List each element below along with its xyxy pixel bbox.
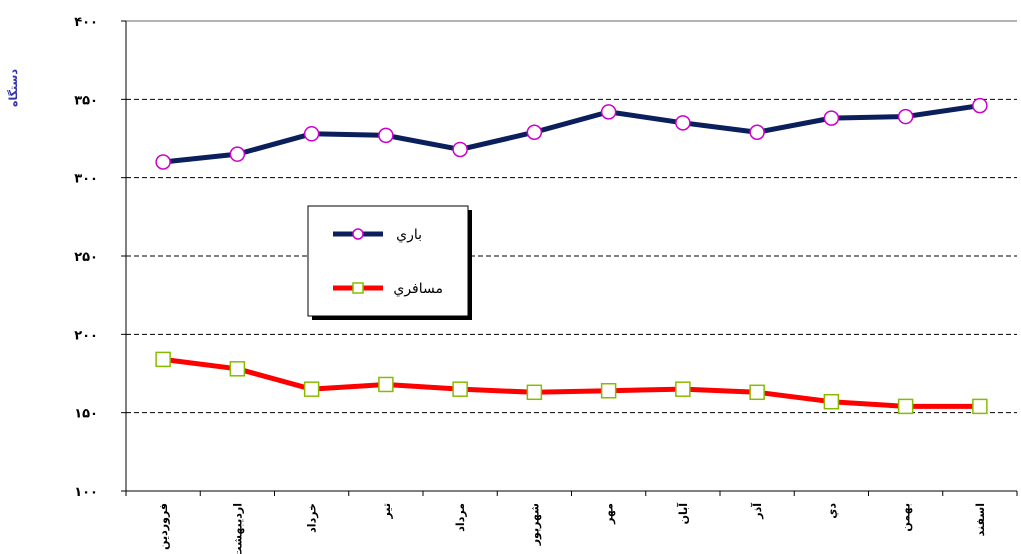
- data-point: [303, 381, 320, 397]
- axes: [121, 20, 1018, 496]
- x-tick-label: مرداد: [454, 503, 467, 532]
- y-tick-label: ۲۰۰: [74, 328, 98, 343]
- x-tick-label: آبان: [676, 503, 690, 525]
- data-point: [897, 108, 914, 125]
- data-point: [600, 382, 617, 399]
- legend-label-bari: باري: [396, 227, 422, 243]
- x-tick-label: ارديبهشت: [231, 503, 244, 554]
- legend-box: [307, 205, 469, 317]
- data-point: [303, 126, 320, 142]
- data-point: [897, 398, 914, 415]
- data-point: [972, 97, 988, 114]
- data-point: [675, 381, 691, 397]
- data-point: [378, 127, 394, 144]
- data-point: [526, 124, 543, 140]
- y-tick-label: ۱۰۰: [74, 485, 98, 500]
- series-line: [162, 356, 980, 409]
- data-point: [972, 398, 988, 415]
- data-point: [823, 393, 840, 410]
- y-tick-label: ۲۵۰: [74, 250, 98, 265]
- data-point: [229, 146, 246, 162]
- data-point: [452, 381, 468, 397]
- legend-label-mosaferi: مسافري: [393, 281, 443, 297]
- legend-marker-mosaferi: [352, 282, 364, 294]
- data-point: [155, 154, 171, 170]
- data-point: [452, 141, 468, 158]
- x-tick-label: مهر: [603, 503, 616, 525]
- data-point: [229, 361, 246, 377]
- grid-lines: [126, 20, 1017, 414]
- x-tick-label: فروردين: [157, 503, 170, 550]
- y-axis-label: دستگاه: [7, 69, 20, 107]
- data-point: [526, 384, 543, 401]
- data-point: [749, 124, 765, 140]
- x-tick-label: اسفند: [974, 503, 987, 536]
- x-tick-label: شهريور: [528, 503, 541, 546]
- x-tick-label: بهمن: [900, 503, 913, 532]
- x-tick-labels: فروردين ارديبهشت خرداد تير مرداد شهريور مهر آبا…: [157, 503, 987, 554]
- x-tick-label: تير: [380, 503, 393, 519]
- series-line: [162, 103, 981, 165]
- x-tick-label: خرداد: [306, 503, 319, 533]
- y-tick-labels: ۱۰۰ ۱۵۰ ۲۰۰ ۲۵۰ ۳۰۰ ۳۵۰ ۴۰۰: [74, 15, 98, 500]
- data-point: [378, 376, 394, 393]
- data-point: [823, 110, 840, 126]
- x-tick-label: آذر: [750, 503, 764, 520]
- data-point: [600, 104, 617, 120]
- legend-marker-bari: [352, 228, 364, 240]
- y-tick-label: ۱۵۰: [74, 407, 98, 422]
- data-point: [749, 384, 765, 401]
- y-tick-label: ۳۰۰: [74, 172, 98, 187]
- data-point: [675, 115, 691, 131]
- y-tick-label: ۳۵۰: [74, 93, 98, 108]
- x-tick-label: دي: [825, 503, 838, 519]
- series: [155, 97, 988, 415]
- legend: باري مسافري: [307, 205, 472, 320]
- data-point: [155, 351, 171, 368]
- y-tick-label: ۴۰۰: [74, 15, 98, 30]
